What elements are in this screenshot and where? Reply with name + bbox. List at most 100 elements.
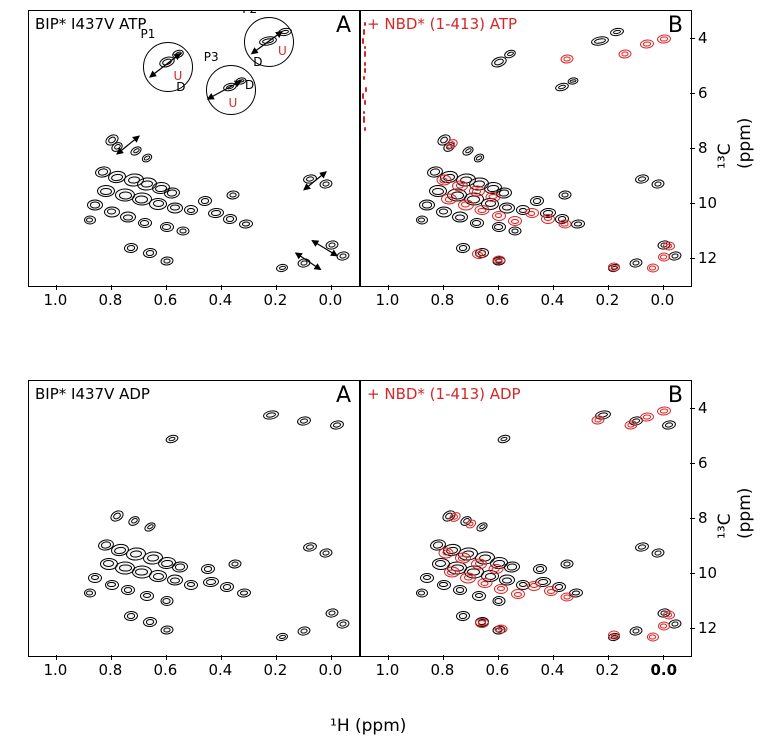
xtick xyxy=(56,285,57,290)
peak xyxy=(558,220,571,229)
xtick-label: 1.0 xyxy=(376,661,400,679)
peak xyxy=(458,199,474,210)
peak xyxy=(84,588,96,597)
axis-artifact xyxy=(364,127,366,131)
peak xyxy=(640,412,655,422)
peak xyxy=(143,616,158,627)
ytick xyxy=(690,148,695,149)
peak xyxy=(441,194,457,205)
peak xyxy=(658,253,670,262)
xtick-label: 0.4 xyxy=(541,291,565,309)
peak xyxy=(544,586,558,596)
peaks-bot-a xyxy=(29,381,359,656)
peak xyxy=(497,433,512,444)
panel-bottom-a: BIP* I437V ADP A xyxy=(28,380,360,657)
xtick-label: 0.6 xyxy=(486,661,510,679)
xtick-label: 0.8 xyxy=(431,661,455,679)
peak xyxy=(663,242,675,251)
peak xyxy=(475,520,489,533)
peak xyxy=(220,582,235,593)
xtick xyxy=(498,655,499,660)
letter-top-a: A xyxy=(336,13,351,38)
axis-artifact xyxy=(364,46,366,50)
peak xyxy=(530,195,545,206)
xtick xyxy=(443,285,444,290)
peak xyxy=(492,255,505,264)
xtick-label: 1.0 xyxy=(44,291,68,309)
axis-artifact xyxy=(363,116,365,122)
peak xyxy=(121,585,135,595)
xtick xyxy=(276,285,277,290)
title-top-a: BIP* I437V ATP xyxy=(35,15,146,33)
axis-artifact xyxy=(365,87,367,92)
xtick xyxy=(221,285,222,290)
peak xyxy=(228,559,242,569)
peak xyxy=(455,242,470,253)
ytick-label: 12 xyxy=(698,249,717,267)
ytick-label: 6 xyxy=(698,84,708,102)
peak xyxy=(609,26,624,36)
peak xyxy=(511,589,525,599)
title-top-b: + NBD* (1-413) ATP xyxy=(367,15,517,33)
peak xyxy=(297,626,311,637)
peak xyxy=(455,553,471,564)
peak xyxy=(561,592,574,601)
xtick xyxy=(388,655,389,660)
ytick xyxy=(690,408,695,409)
ytick xyxy=(690,203,695,204)
ytick xyxy=(690,518,695,519)
peak xyxy=(236,588,251,598)
xtick xyxy=(111,285,112,290)
peak xyxy=(472,152,486,164)
peak xyxy=(416,216,428,225)
peak xyxy=(460,572,476,583)
peak xyxy=(558,190,572,200)
peak xyxy=(504,560,521,572)
peak xyxy=(541,214,555,224)
xtick-label: 0.2 xyxy=(264,661,288,679)
axis-artifact xyxy=(363,111,365,114)
peak xyxy=(608,631,620,640)
peak xyxy=(172,560,189,572)
peak xyxy=(420,573,434,583)
xtick-label: 0.0 xyxy=(651,291,675,309)
xtick-label: 0.4 xyxy=(209,661,233,679)
xtick xyxy=(111,655,112,660)
peak xyxy=(608,262,620,271)
xtick xyxy=(498,285,499,290)
title-bot-b-text: NBD* (1-413) ADP xyxy=(384,385,520,403)
panel-top-a: P1 P2 P3 U D U D U D BIP* I437V ATP A xyxy=(28,10,360,287)
axis-artifact xyxy=(362,38,364,44)
peak xyxy=(126,514,141,528)
peak xyxy=(143,520,157,533)
peak xyxy=(591,414,605,424)
peak xyxy=(160,625,174,635)
peak xyxy=(416,588,428,597)
peak xyxy=(494,584,508,594)
figure-root: P1 P2 P3 U D U D U D BIP* I437V ATP A xyxy=(0,0,770,754)
peak xyxy=(618,49,632,59)
peak xyxy=(647,264,659,273)
title-top-b-plus: + xyxy=(367,15,384,33)
xtick-label: 0.2 xyxy=(596,291,620,309)
xtick-label: 0.6 xyxy=(486,291,510,309)
peak xyxy=(453,585,467,595)
ytick-label: 12 xyxy=(698,619,717,637)
peak xyxy=(591,35,610,47)
peak xyxy=(200,564,215,575)
peak xyxy=(571,219,586,229)
peak xyxy=(262,410,279,422)
peak xyxy=(455,611,470,622)
ytick-label: 4 xyxy=(698,29,708,47)
peak xyxy=(469,186,485,197)
letter-bot-b: B xyxy=(668,383,683,408)
peak xyxy=(437,580,451,590)
peak xyxy=(472,591,486,601)
peak xyxy=(525,208,539,218)
ytick xyxy=(690,628,695,629)
peak xyxy=(634,173,649,184)
ylabel-top: ¹³C (ppm) xyxy=(715,151,755,169)
peak xyxy=(567,77,579,86)
peak xyxy=(319,547,333,558)
peak xyxy=(629,257,643,268)
